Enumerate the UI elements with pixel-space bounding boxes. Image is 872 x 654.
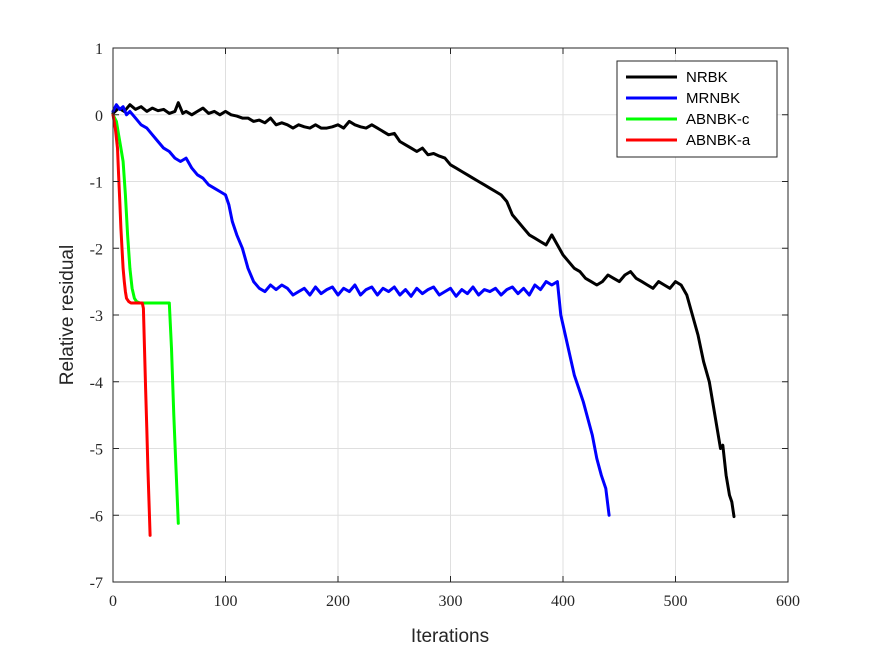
y-tick-label: -5 [90,442,103,459]
y-tick-label: -3 [90,308,103,325]
x-tick-label: 400 [551,593,575,610]
grid [113,48,788,582]
y-tick-label: -6 [90,508,103,525]
x-tick-label: 600 [776,593,800,610]
legend-label-nrbk: NRBK [686,69,728,86]
y-tick-label: -7 [90,575,103,592]
x-tick-label: 500 [664,593,688,610]
legend: NRBK MRNBK ABNBK-c ABNBK-a [616,60,778,158]
series-line-nrbk [111,101,736,519]
series-line-abnbk-c [111,113,180,525]
y-tick-label: 1 [95,41,103,58]
series-line-mrnbk [111,103,611,517]
x-tick-label: 100 [214,593,238,610]
legend-label-abnbk-a: ABNBK-a [686,132,751,149]
x-tick-label: 300 [439,593,463,610]
y-tick-label: -2 [90,241,103,258]
legend-label-mrnbk: MRNBK [686,90,740,107]
x-tick-label: 0 [109,593,117,610]
legend-label-abnbk-c: ABNBK-c [686,111,750,128]
y-tick-label: -4 [90,375,103,392]
axis-ticks: 0 100 200 300 400 500 600 1 0 -1 -2 -3 -4 -5 -6 -7 [90,41,800,610]
x-tick-label: 200 [326,593,350,610]
series-group [111,101,736,537]
y-axis-label: Relative residual [57,245,78,385]
y-tick-label: -1 [90,175,103,192]
series-line-abnbk-a [111,113,152,537]
y-tick-label: 0 [95,108,103,125]
x-axis-label: Iterations [411,626,489,647]
